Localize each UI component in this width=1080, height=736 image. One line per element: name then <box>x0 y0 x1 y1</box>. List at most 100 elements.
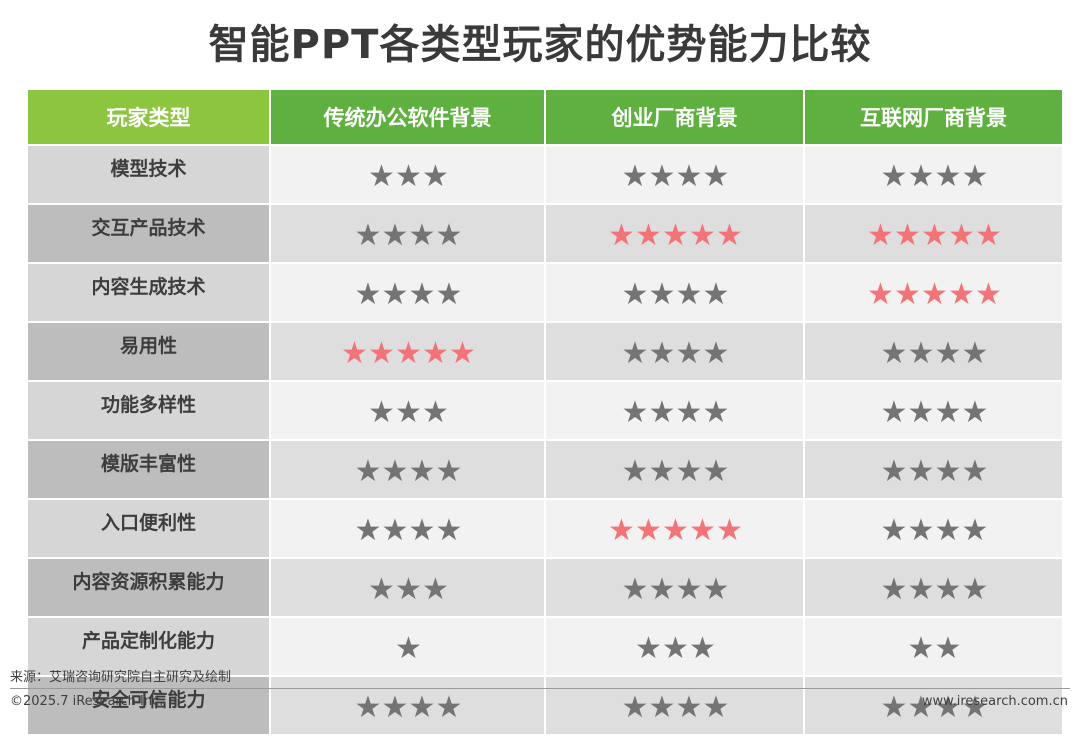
rating-cell-startup: ★★★★★ <box>544 203 805 264</box>
source-note: 来源：艾瑞咨询研究院自主研究及绘制 <box>10 670 232 685</box>
row-label: 易用性 <box>26 321 271 382</box>
star-rating: ★★★★★ <box>607 217 743 253</box>
table-row: 功能多样性 ★★★ ★★★★ ★★★★ <box>26 380 1064 441</box>
table-header-row: 玩家类型 传统办公软件背景 创业厂商背景 互联网厂商背景 <box>26 88 1064 146</box>
rating-cell-startup: ★★★★ <box>544 675 805 736</box>
rating-cell-internet: ★★★★ <box>803 498 1064 559</box>
star-rating: ★★★★ <box>880 158 989 194</box>
star-icon: ★ <box>907 571 935 607</box>
star-icon: ★ <box>907 630 935 666</box>
row-label: 产品定制化能力 <box>26 616 271 677</box>
star-icon: ★ <box>449 335 476 371</box>
star-rating: ★★★ <box>634 630 716 666</box>
star-icon: ★ <box>381 217 409 253</box>
table-row: 模型技术 ★★★ ★★★★ ★★★★ <box>26 144 1064 205</box>
star-icon: ★ <box>635 630 662 666</box>
star-icon: ★ <box>662 512 689 548</box>
star-icon: ★ <box>934 453 962 489</box>
star-icon: ★ <box>948 217 975 253</box>
rating-cell-internet: ★★★★★ <box>803 262 1064 323</box>
star-rating: ★★★★ <box>880 689 989 725</box>
star-icon: ★ <box>621 335 649 371</box>
star-icon: ★ <box>675 394 703 430</box>
column-header-traditional-office: 传统办公软件背景 <box>269 88 546 146</box>
rating-cell-startup: ★★★ <box>544 616 805 677</box>
star-icon: ★ <box>648 335 676 371</box>
star-rating: ★★ <box>907 630 962 666</box>
star-icon: ★ <box>894 276 921 312</box>
star-rating: ★★★★★ <box>340 335 476 371</box>
star-rating: ★★★★★ <box>866 276 1002 312</box>
rating-cell-startup: ★★★★ <box>544 439 805 500</box>
star-icon: ★ <box>907 394 935 430</box>
star-icon: ★ <box>408 217 436 253</box>
star-icon: ★ <box>867 217 894 253</box>
table-row: 内容资源积累能力 ★★★ ★★★★ ★★★★ <box>26 557 1064 618</box>
star-icon: ★ <box>702 453 730 489</box>
star-icon: ★ <box>635 512 662 548</box>
star-icon: ★ <box>867 276 894 312</box>
star-rating: ★★★★ <box>621 276 730 312</box>
star-icon: ★ <box>648 158 676 194</box>
star-rating: ★★★★ <box>880 394 989 430</box>
page-title: 智能PPT各类型玩家的优势能力比较 <box>208 22 872 68</box>
star-icon: ★ <box>675 571 703 607</box>
rating-cell-traditional-office: ★★★★ <box>269 439 546 500</box>
star-icon: ★ <box>934 335 962 371</box>
star-icon: ★ <box>408 512 436 548</box>
row-label: 模版丰富性 <box>26 439 271 500</box>
rating-cell-internet: ★★★★ <box>803 380 1064 441</box>
rating-cell-traditional-office: ★★★ <box>269 557 546 618</box>
star-icon: ★ <box>880 453 908 489</box>
star-icon: ★ <box>675 158 703 194</box>
rating-cell-traditional-office: ★★★ <box>269 380 546 441</box>
star-icon: ★ <box>907 512 935 548</box>
star-icon: ★ <box>662 630 689 666</box>
star-icon: ★ <box>702 158 730 194</box>
star-icon: ★ <box>608 512 635 548</box>
rating-cell-internet: ★★★★ <box>803 144 1064 205</box>
star-rating: ★★★★★ <box>866 217 1002 253</box>
rating-cell-startup: ★★★★ <box>544 144 805 205</box>
star-rating: ★★★★ <box>621 158 730 194</box>
star-icon: ★ <box>689 217 716 253</box>
star-icon: ★ <box>354 512 382 548</box>
star-rating: ★★★★ <box>880 571 989 607</box>
star-icon: ★ <box>934 630 962 666</box>
star-icon: ★ <box>716 217 743 253</box>
star-icon: ★ <box>354 689 382 725</box>
row-label: 模型技术 <box>26 144 271 205</box>
star-icon: ★ <box>961 158 989 194</box>
star-icon: ★ <box>354 217 382 253</box>
star-icon: ★ <box>948 276 975 312</box>
rating-cell-internet: ★★★★ <box>803 439 1064 500</box>
star-icon: ★ <box>381 453 409 489</box>
star-icon: ★ <box>435 217 463 253</box>
star-rating: ★★★★ <box>880 453 989 489</box>
rating-cell-traditional-office: ★★★★ <box>269 498 546 559</box>
star-icon: ★ <box>422 158 449 194</box>
star-icon: ★ <box>907 689 935 725</box>
rating-cell-startup: ★★★★ <box>544 380 805 441</box>
star-icon: ★ <box>422 335 449 371</box>
star-icon: ★ <box>368 394 395 430</box>
star-icon: ★ <box>648 276 676 312</box>
star-icon: ★ <box>422 571 449 607</box>
star-rating: ★★★★ <box>621 335 730 371</box>
rating-cell-startup: ★★★★ <box>544 557 805 618</box>
star-icon: ★ <box>395 158 422 194</box>
rating-cell-traditional-office: ★★★★ <box>269 675 546 736</box>
star-icon: ★ <box>422 394 449 430</box>
star-icon: ★ <box>354 453 382 489</box>
star-icon: ★ <box>395 571 422 607</box>
copyright-text: ©2025.7 iResearch Inc. <box>10 694 164 709</box>
star-icon: ★ <box>408 276 436 312</box>
star-icon: ★ <box>934 512 962 548</box>
rating-cell-startup: ★★★★★ <box>544 498 805 559</box>
table-row: 模版丰富性 ★★★★ ★★★★ ★★★★ <box>26 439 1064 500</box>
table-row: 内容生成技术 ★★★★ ★★★★ ★★★★★ <box>26 262 1064 323</box>
star-icon: ★ <box>435 453 463 489</box>
star-icon: ★ <box>702 689 730 725</box>
star-rating: ★★★ <box>367 571 449 607</box>
star-icon: ★ <box>341 335 368 371</box>
